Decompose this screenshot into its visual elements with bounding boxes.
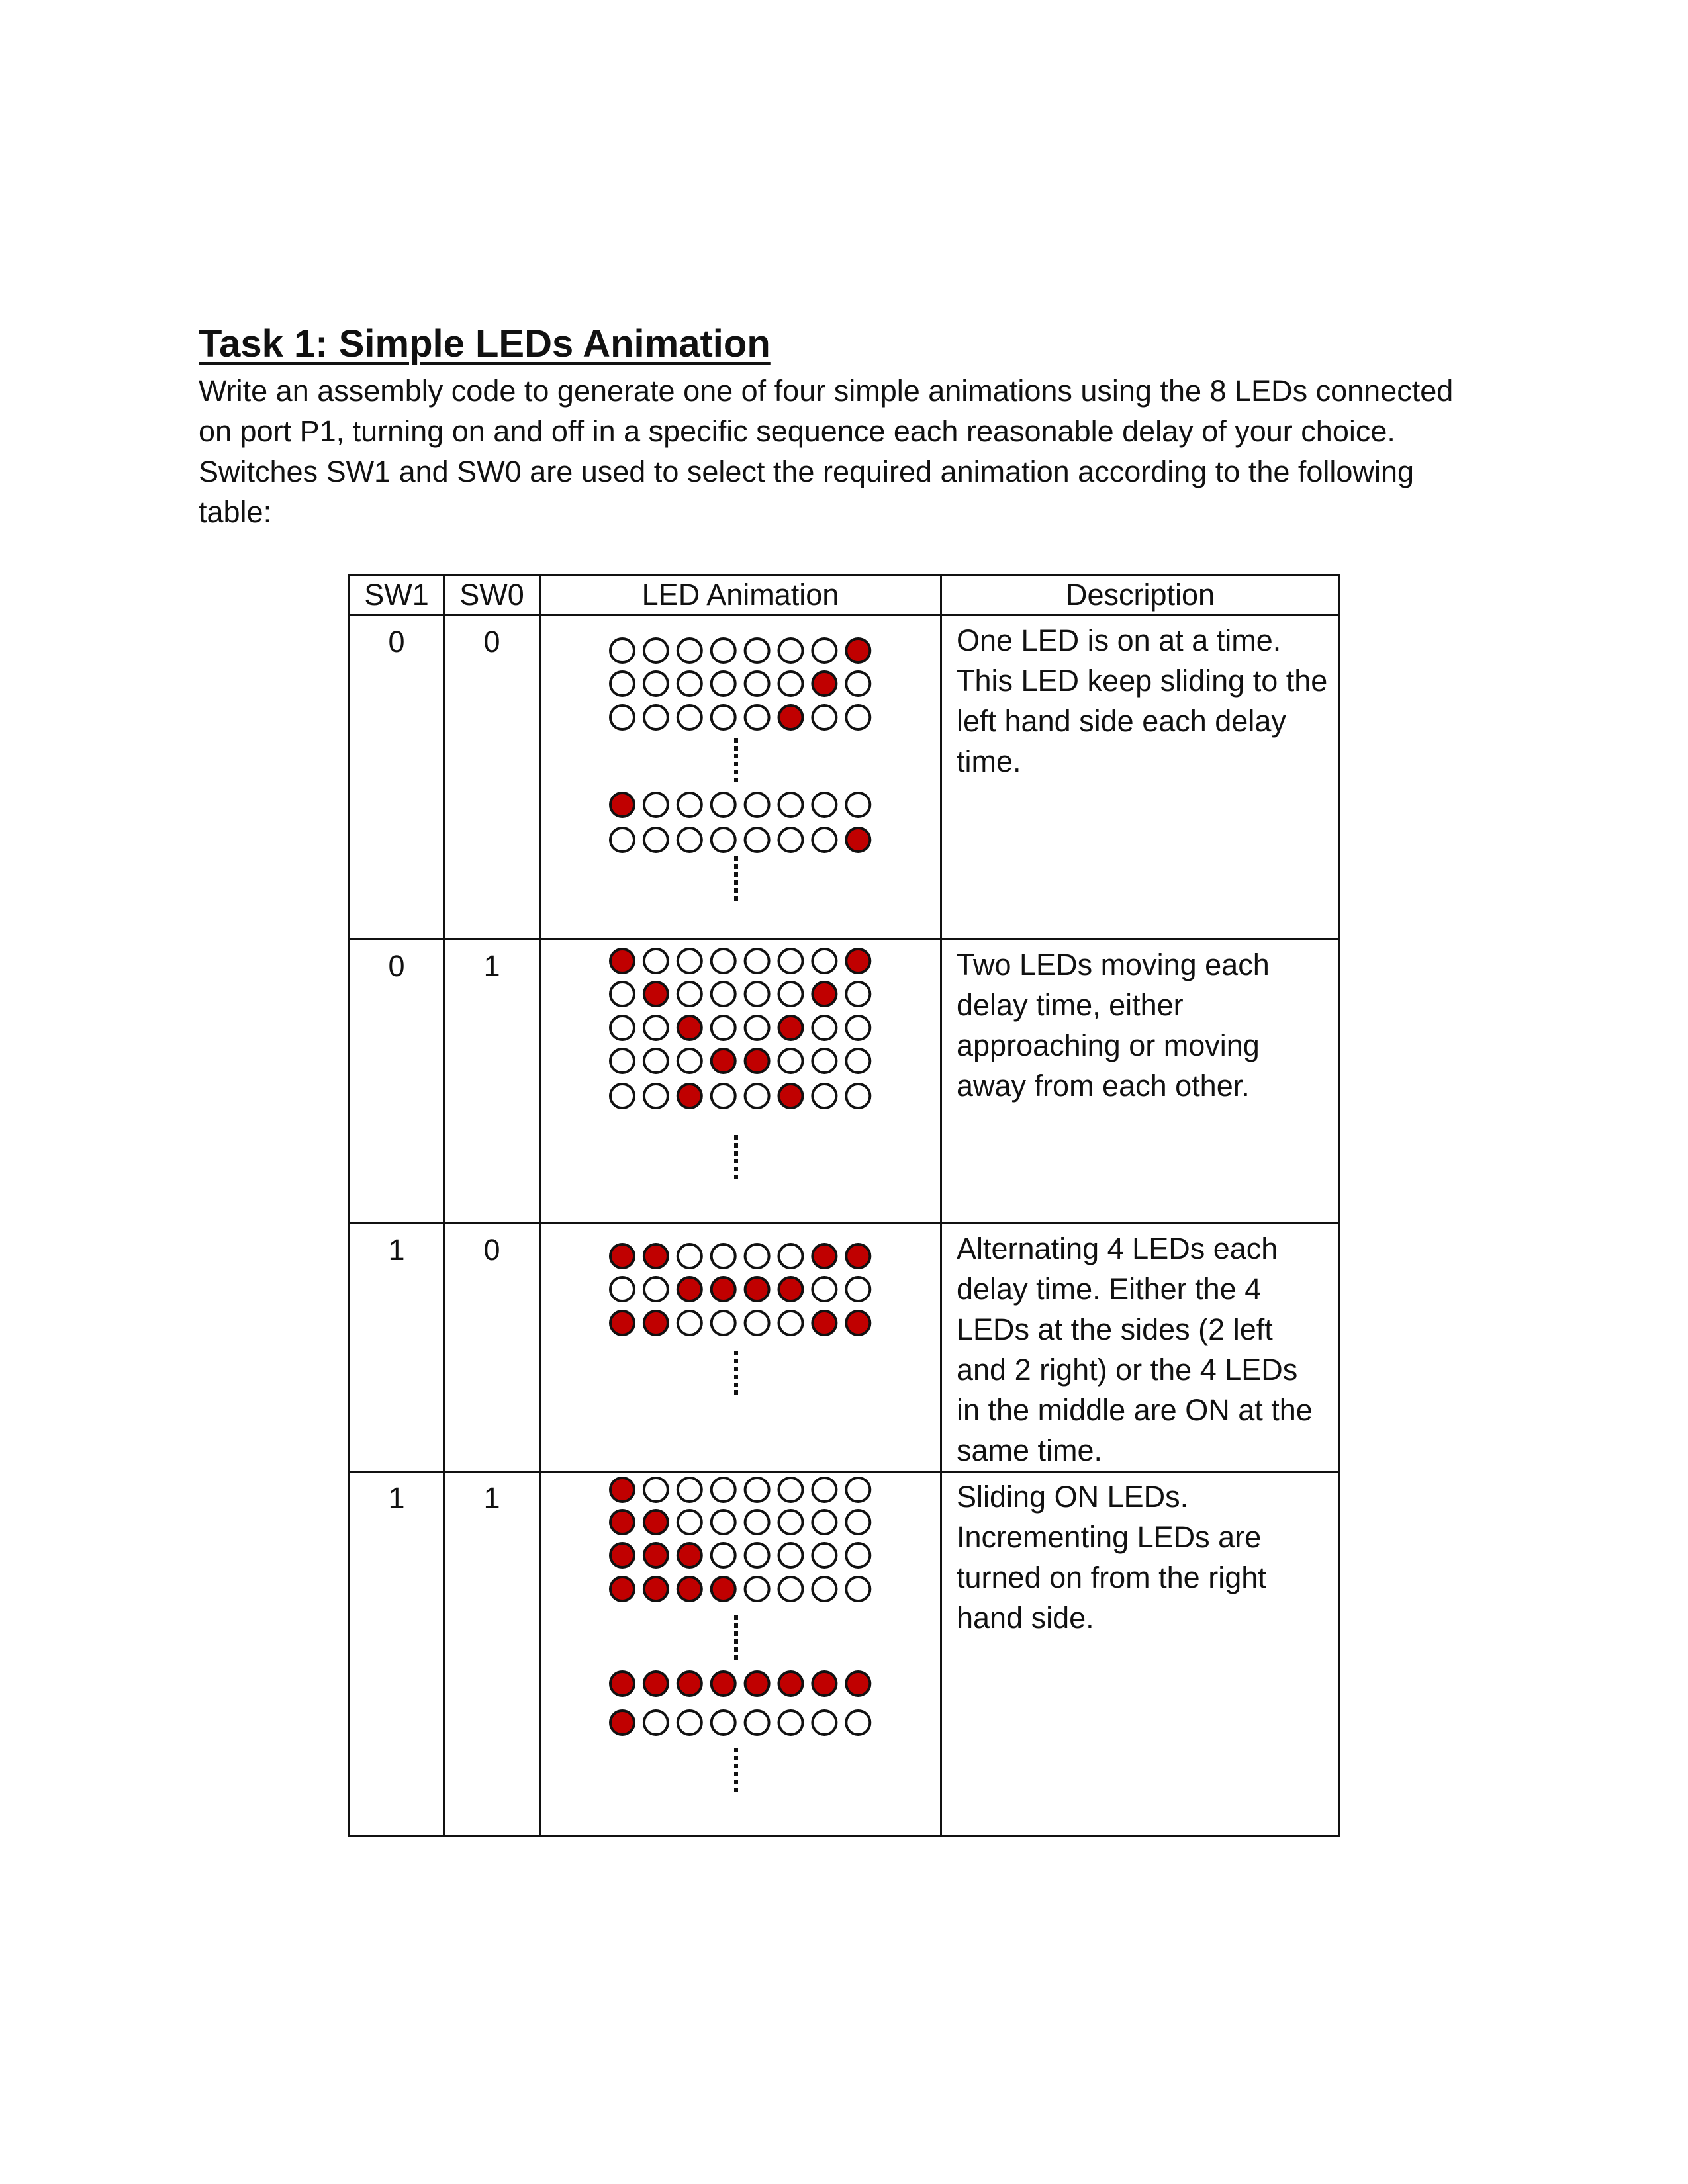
- description-line: Incrementing LEDs are: [957, 1520, 1262, 1554]
- description-line: turned on from the right: [957, 1561, 1266, 1594]
- description-line: approaching or moving: [957, 1028, 1260, 1062]
- task-title: Task 1: Simple LEDs Animation: [199, 322, 771, 365]
- led-animation-cell: [539, 938, 942, 1224]
- sw1-value: 1: [348, 1222, 445, 1473]
- table-row: 0 0 One LED is on at a time. This LED ke…: [348, 614, 1340, 940]
- description-cell: Alternating 4 LEDs each delay time. Eith…: [940, 1222, 1340, 1473]
- intro-paragraph: Write an assembly code to generate one o…: [199, 371, 1496, 532]
- description-line: LEDs at the sides (2 left: [957, 1312, 1273, 1346]
- description-line: time.: [957, 745, 1021, 778]
- header-sw1: SW1: [348, 574, 445, 616]
- description-line: same time.: [957, 1433, 1103, 1467]
- description-line: left hand side each delay: [957, 704, 1286, 738]
- description-cell: Sliding ON LEDs. Incrementing LEDs are t…: [940, 1471, 1340, 1837]
- description-line: This LED keep sliding to the: [957, 664, 1328, 698]
- sw0-value: 0: [443, 614, 541, 940]
- description-cell: One LED is on at a time. This LED keep s…: [940, 614, 1340, 940]
- led-animation-cell: [539, 1471, 942, 1837]
- intro-line: table:: [199, 495, 272, 529]
- intro-line: Switches SW1 and SW0 are used to select …: [199, 455, 1414, 488]
- sw0-value: 1: [443, 1471, 541, 1837]
- header-led-animation: LED Animation: [539, 574, 942, 616]
- description-line: delay time. Either the 4: [957, 1272, 1262, 1306]
- table-header-row: SW1 SW0 LED Animation Description: [348, 574, 1340, 616]
- header-description: Description: [940, 574, 1340, 616]
- description-line: and 2 right) or the 4 LEDs: [957, 1353, 1298, 1387]
- sw1-value: 1: [348, 1471, 445, 1837]
- intro-line: on port P1, turning on and off in a spec…: [199, 414, 1395, 448]
- animation-table: SW1 SW0 LED Animation Description 0 0 On…: [348, 574, 1340, 1837]
- table-row: 1 1 Sliding ON LEDs. Incrementing LEDs a…: [348, 1471, 1340, 1837]
- header-sw0: SW0: [443, 574, 541, 616]
- table-row: 0 1 Two LEDs moving each delay time, eit…: [348, 938, 1340, 1224]
- description-line: Alternating 4 LEDs each: [957, 1232, 1278, 1265]
- description-line: One LED is on at a time.: [957, 623, 1282, 657]
- sw0-value: 1: [443, 938, 541, 1224]
- description-cell: Two LEDs moving each delay time, either …: [940, 938, 1340, 1224]
- description-line: in the middle are ON at the: [957, 1393, 1313, 1427]
- sw1-value: 0: [348, 614, 445, 940]
- description-line: hand side.: [957, 1601, 1094, 1635]
- sw0-value: 0: [443, 1222, 541, 1473]
- description-line: Two LEDs moving each: [957, 948, 1270, 981]
- led-animation-cell: [539, 1222, 942, 1473]
- description-line: delay time, either: [957, 988, 1184, 1022]
- intro-line: Write an assembly code to generate one o…: [199, 374, 1454, 408]
- description-line: Sliding ON LEDs.: [957, 1480, 1189, 1514]
- table-row: 1 0 Alternating 4 LEDs each delay time. …: [348, 1222, 1340, 1473]
- description-line: away from each other.: [957, 1069, 1250, 1103]
- sw1-value: 0: [348, 938, 445, 1224]
- led-animation-cell: [539, 614, 942, 940]
